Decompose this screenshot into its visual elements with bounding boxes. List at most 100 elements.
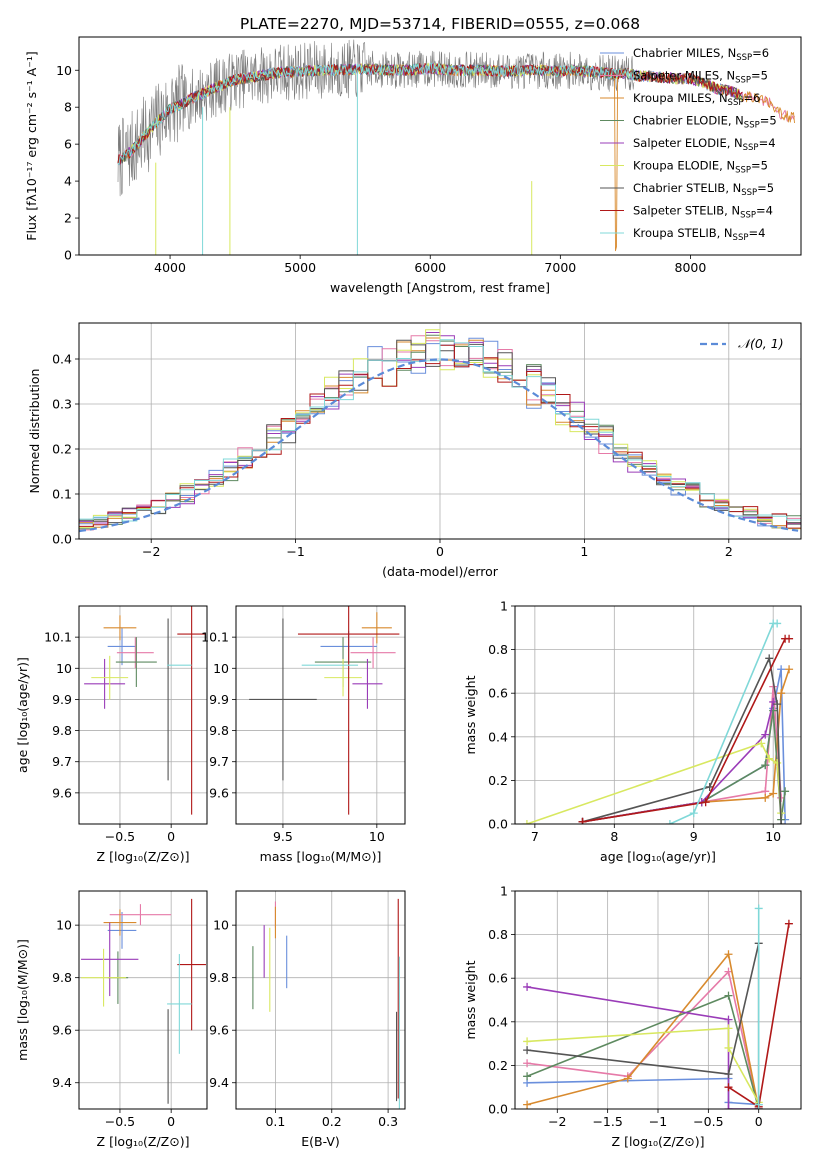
- errorbar-point: [116, 637, 154, 669]
- x-axis-label: Z [log₁₀(Z/Z⊙)]: [612, 1134, 705, 1149]
- y-tick-label: 9.8: [52, 970, 72, 985]
- weight-marker: [724, 950, 733, 959]
- legend-label-value: =4: [748, 226, 765, 240]
- legend-label-main: Kroupa MILES, N: [633, 91, 728, 105]
- y-tick-label: 0.4: [488, 729, 508, 744]
- legend-label: Chabrier MILES, NSSP=6: [633, 46, 769, 63]
- errorbar-point: [297, 606, 400, 815]
- y-tick-label: 0.6: [488, 686, 508, 701]
- weight-marker: [724, 1105, 733, 1109]
- y-tick-label: 0: [64, 248, 72, 263]
- axes-frame: [514, 605, 802, 825]
- legend-label: Salpeter STELIB, NSSP=4: [633, 204, 773, 221]
- y-tick-label: 10.1: [201, 630, 229, 645]
- axes-frame: [78, 890, 208, 1110]
- legend-label-value: =6: [752, 46, 769, 60]
- legend-label-sub: SSP: [744, 121, 760, 131]
- y-tick-label: 0.0: [488, 1102, 508, 1117]
- x-tick-label: 4000: [154, 260, 186, 275]
- weight-marker: [724, 1083, 733, 1092]
- weight-series-line: [527, 942, 760, 1109]
- legend-label-main: Salpeter MILES, N: [633, 69, 735, 83]
- weight-series-line: [526, 986, 759, 1109]
- x-tick-label: 0.3: [378, 1114, 398, 1129]
- legend-label-value: =5: [751, 159, 768, 173]
- observed-spectrum: [117, 39, 635, 197]
- legend-label-sub: SSP: [743, 143, 759, 153]
- weight-marker: [523, 1100, 532, 1109]
- y-tick-label: 10: [213, 918, 229, 933]
- errorbar-point: [167, 954, 192, 1054]
- weight-marker: [781, 787, 790, 796]
- weight-series-line: [526, 970, 760, 1109]
- weight-marker: [757, 739, 766, 748]
- weight-marker: [777, 665, 786, 674]
- y-tick-label: 0.6: [488, 971, 508, 986]
- weight-marker: [784, 919, 793, 928]
- legend-label-sub: SSP: [740, 211, 756, 221]
- legend-label-value: =5: [751, 69, 768, 83]
- y-tick-label: 9.8: [209, 970, 229, 985]
- plot-area: [117, 39, 795, 255]
- y-axis-label: mass weight: [463, 675, 478, 754]
- y-tick-label: 9.8: [209, 723, 229, 738]
- weight-marker: [765, 754, 774, 763]
- weight-marker: [523, 1046, 532, 1055]
- weight-marker: [523, 1059, 532, 1068]
- errorbar-point: [103, 909, 137, 936]
- y-tick-label: 10: [56, 661, 72, 676]
- x-tick-label: 7: [531, 829, 539, 844]
- weight-marker: [761, 793, 770, 802]
- weight-series-line: [582, 701, 774, 823]
- errorbar-point: [103, 615, 137, 641]
- x-tick-label: 1: [580, 544, 588, 559]
- y-tick-label: 0.8: [488, 642, 508, 657]
- weight-marker: [724, 1024, 733, 1033]
- legend-label: Kroupa MILES, NSSP=6: [633, 91, 760, 108]
- legend-label-value: =4: [759, 136, 776, 150]
- y-tick-label: 0.1: [52, 487, 72, 502]
- axes-frame: [235, 605, 406, 825]
- weight-marker: [724, 1015, 733, 1024]
- errorbar-point: [361, 612, 392, 644]
- weight-marker: [785, 665, 794, 674]
- weight-marker: [623, 1074, 632, 1083]
- x-tick-label: 6000: [414, 260, 446, 275]
- weight-marker: [724, 991, 733, 1000]
- y-axis-label: Normed distribution: [27, 369, 42, 494]
- plot-area: [523, 904, 793, 1109]
- plot-area: [84, 606, 206, 815]
- x-tick-label: 8000: [675, 260, 707, 275]
- errorbar-point: [352, 658, 383, 709]
- weight-marker: [523, 982, 532, 991]
- y-tick-label: 0.2: [488, 1058, 508, 1073]
- y-tick-label: 9.7: [209, 754, 229, 769]
- panel-age-vs-mass: 9.5 10 9.6 9.7 9.8 9.9 10 10.1 mass [log₁₀(M/M⊙)…: [201, 605, 406, 864]
- plot-area: [252, 898, 400, 1109]
- errorbar-point: [177, 606, 206, 815]
- legend-label: Kroupa STELIB, NSSP=4: [633, 226, 765, 243]
- axes-frame: [235, 890, 406, 1110]
- gaussian-curve: [79, 358, 799, 533]
- weight-marker: [724, 1043, 733, 1052]
- x-axis-label: wavelength [Angstrom, rest frame]: [330, 280, 550, 295]
- axes-frame: [78, 605, 208, 825]
- y-axis-label: mass [log₁₀(M/M⊙)]: [15, 939, 30, 1061]
- y-tick-label: 10: [213, 661, 229, 676]
- y-tick-label: 1: [500, 884, 508, 899]
- errorbar-point: [107, 912, 137, 949]
- legend-label: Salpeter MILES, NSSP=5: [633, 69, 768, 86]
- panel-spectrum: 4000 5000 6000 7000 8000 0 2 4 6 8 10 wavelength [A…: [24, 36, 802, 295]
- y-tick-label: 1: [500, 599, 508, 614]
- errorbar-point: [81, 948, 127, 1007]
- weight-marker: [777, 689, 786, 698]
- legend-label: 𝒩(0, 1): [738, 336, 784, 351]
- weight-marker: [773, 619, 782, 628]
- histogram-series: [79, 339, 801, 539]
- errorbar-point: [84, 658, 126, 709]
- y-tick-label: 0.2: [52, 442, 72, 457]
- errorbar-point: [91, 655, 129, 700]
- legend-label-sub: SSP: [735, 166, 751, 176]
- panel-mass-weight-vs-age: 7 8 9 10 0.0 0.2 0.4 0.6 0.8 1 age [log₁₀(age/yr)]…: [463, 599, 802, 864]
